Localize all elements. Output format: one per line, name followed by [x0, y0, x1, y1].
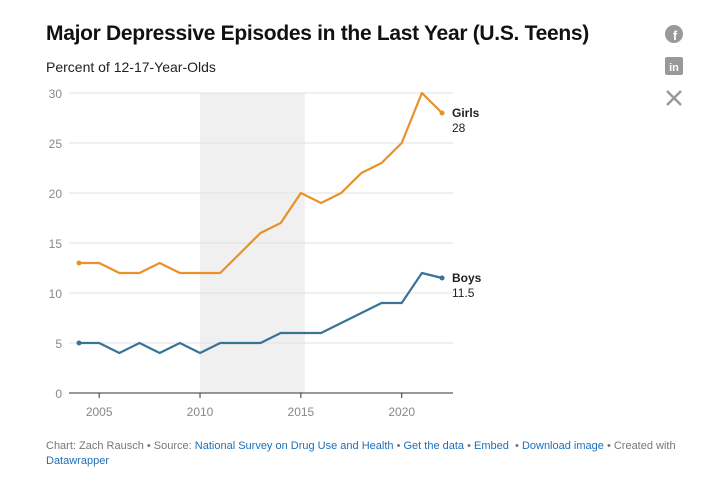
- download-image-link[interactable]: Download image: [521, 440, 604, 452]
- series-end-value: 11.5: [452, 286, 475, 300]
- series-end-value: 28: [452, 121, 466, 135]
- end-point: [439, 110, 445, 116]
- start-point: [76, 260, 82, 266]
- get-data-link[interactable]: Get the data: [403, 440, 465, 452]
- series-line-boys: [79, 271, 443, 355]
- svg-text:in: in: [669, 62, 679, 74]
- x-tick-label: 2010: [187, 405, 214, 419]
- datawrapper-link[interactable]: Datawrapper: [46, 455, 109, 467]
- y-tick-label: 0: [55, 387, 62, 401]
- start-point: [76, 340, 82, 346]
- footer: Chart: Zach Rausch • Source: National Su…: [46, 439, 686, 469]
- y-tick-label: 15: [49, 237, 63, 251]
- facebook-icon[interactable]: f: [665, 25, 683, 43]
- y-tick-label: 20: [49, 187, 63, 201]
- chart-credit: Chart: Zach Rausch: [46, 440, 144, 452]
- y-tick-label: 25: [49, 137, 63, 151]
- y-tick-label: 5: [55, 337, 62, 351]
- x-tick-label: 2005: [86, 405, 113, 419]
- chart-subtitle: Percent of 12-17-Year-Olds: [46, 59, 216, 75]
- linkedin-icon[interactable]: in: [665, 57, 683, 75]
- separator: •: [515, 440, 519, 452]
- end-point: [439, 275, 445, 281]
- embed-link[interactable]: Embed: [474, 440, 509, 452]
- x-icon[interactable]: [665, 89, 683, 107]
- source-label: • Source:: [146, 440, 192, 452]
- created-with: • Created with: [606, 440, 676, 452]
- x-tick-label: 2015: [288, 405, 315, 419]
- source-link[interactable]: National Survey on Drug Use and Health: [194, 440, 394, 452]
- y-tick-label: 30: [49, 87, 63, 101]
- separator: •: [467, 440, 471, 452]
- series-line-girls: [79, 91, 443, 275]
- svg-text:f: f: [673, 28, 678, 43]
- x-tick-label: 2020: [388, 405, 415, 419]
- separator: •: [396, 440, 401, 452]
- series-label: Boys: [452, 271, 482, 285]
- y-tick-label: 10: [49, 287, 63, 301]
- page-title: Major Depressive Episodes in the Last Ye…: [46, 22, 589, 45]
- series-label: Girls: [452, 106, 480, 120]
